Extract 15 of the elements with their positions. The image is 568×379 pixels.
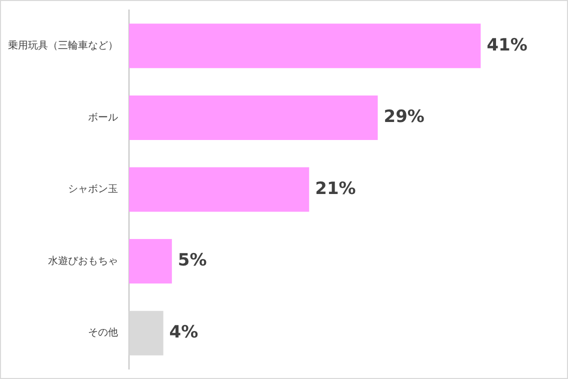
data-label: 4% — [169, 322, 198, 343]
data-label: 21% — [315, 178, 356, 199]
y-tick-label: 乗用玩具（三輪車など） — [8, 39, 118, 52]
bar — [129, 310, 164, 356]
data-label: 29% — [384, 107, 424, 128]
bar — [129, 239, 172, 284]
bar — [129, 24, 481, 68]
y-tick-label: その他 — [88, 326, 118, 339]
data-label: 5% — [178, 250, 207, 271]
bar — [129, 95, 378, 140]
data-label: 41% — [486, 35, 528, 56]
bar — [129, 167, 310, 212]
y-tick-label: シャボン玉 — [68, 184, 118, 196]
y-tick-label: ボール — [88, 112, 118, 124]
y-tick-label: 水遊びおもちゃ — [48, 254, 118, 267]
